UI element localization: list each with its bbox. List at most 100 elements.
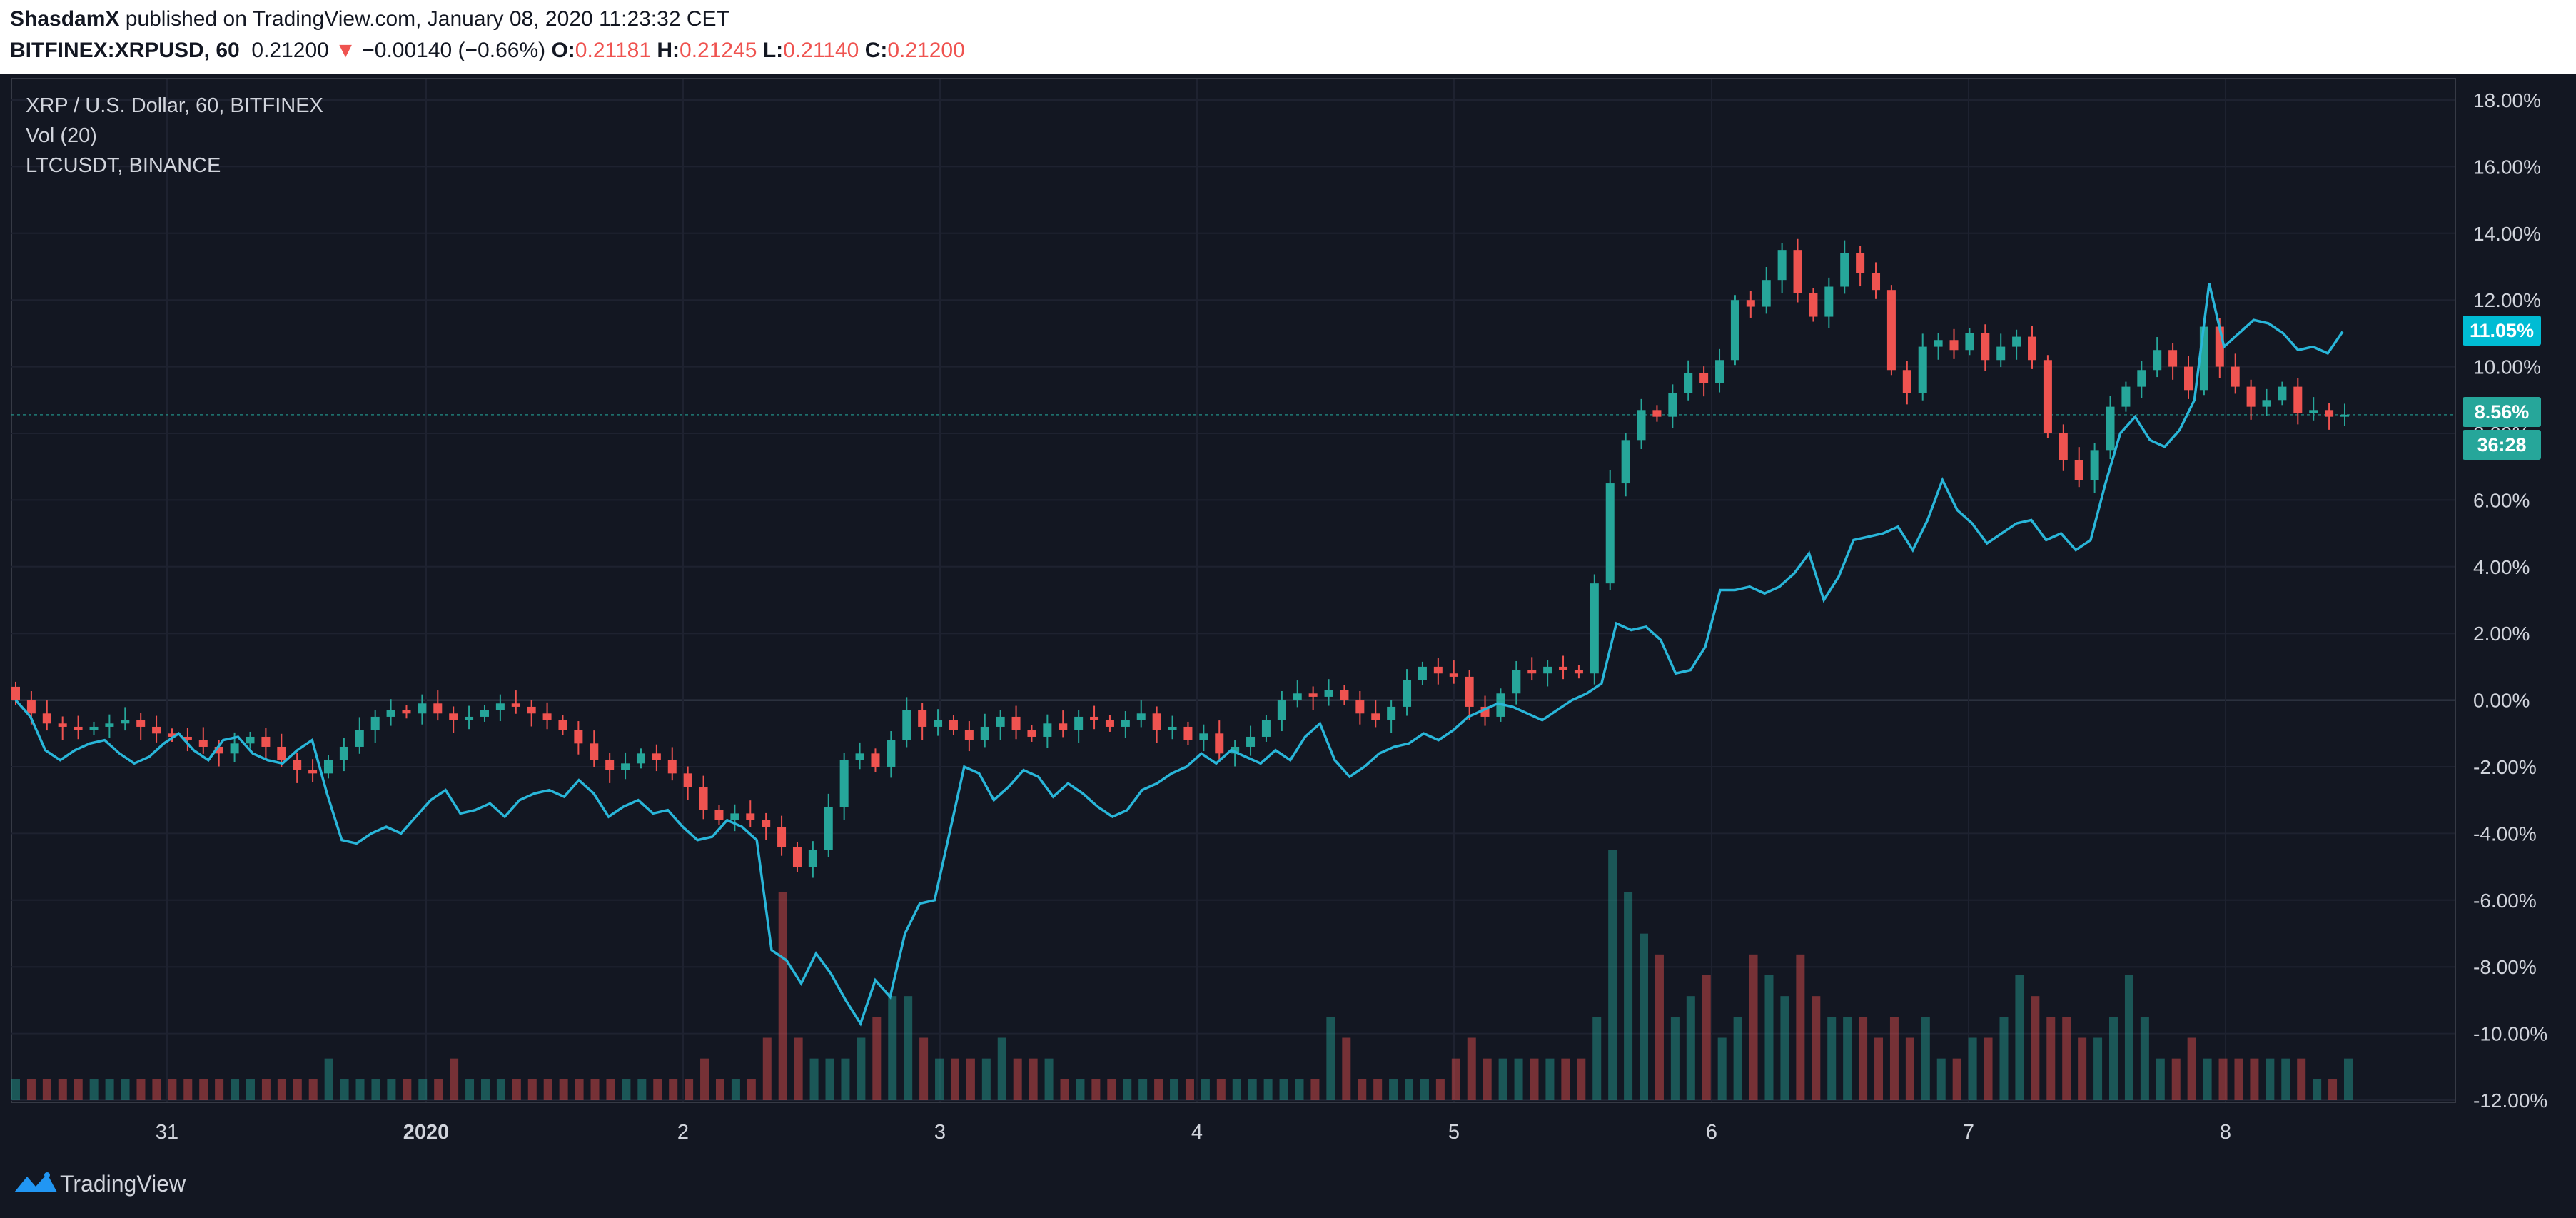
volume-bar bbox=[543, 1079, 552, 1100]
volume-bar bbox=[26, 1079, 36, 1100]
candle-body bbox=[105, 723, 114, 727]
candle-body bbox=[1730, 300, 1739, 361]
volume-bar bbox=[2171, 1058, 2181, 1100]
symbol-label[interactable]: BITFINEX:XRPUSD, 60 bbox=[10, 39, 240, 62]
candle-body bbox=[683, 773, 692, 787]
candle-body bbox=[2246, 386, 2256, 407]
candle-body bbox=[1918, 346, 1927, 393]
volume-bar bbox=[308, 1079, 318, 1100]
candle-body bbox=[1762, 280, 1771, 307]
volume-bar bbox=[324, 1058, 333, 1100]
author-name[interactable]: ShasdamX bbox=[10, 7, 120, 31]
candle-body bbox=[11, 686, 20, 700]
volume-bar bbox=[1232, 1079, 1241, 1100]
candle-body bbox=[964, 730, 974, 740]
y-tick-label: -10.00% bbox=[2473, 1023, 2547, 1045]
volume-bar bbox=[1295, 1079, 1304, 1100]
volume-bar bbox=[105, 1079, 114, 1100]
xrp-last-value-tag: 8.56% bbox=[2463, 397, 2541, 427]
volume-bar bbox=[1044, 1058, 1054, 1100]
volume-bar bbox=[2203, 1058, 2212, 1100]
volume-bar bbox=[653, 1079, 662, 1100]
candle-body bbox=[2262, 400, 2271, 407]
close-label: C: bbox=[864, 39, 888, 62]
candle-body bbox=[949, 720, 958, 730]
volume-bar bbox=[1968, 1037, 1977, 1100]
volume-bar bbox=[1420, 1079, 1429, 1100]
volume-bar bbox=[966, 1058, 975, 1100]
volume-bar bbox=[1999, 1017, 2009, 1100]
volume-bar bbox=[778, 892, 787, 1100]
candle-body bbox=[1777, 250, 1787, 281]
volume-bar bbox=[559, 1079, 568, 1100]
volume-bar bbox=[1545, 1058, 1555, 1100]
volume-bar bbox=[809, 1058, 819, 1100]
candle-body bbox=[558, 720, 567, 730]
candle-body bbox=[167, 733, 176, 737]
candle-body bbox=[1293, 693, 1302, 700]
high-value: 0.21245 bbox=[680, 39, 757, 62]
candle-body bbox=[934, 720, 943, 727]
tradingview-brand[interactable]: TradingView bbox=[60, 1171, 186, 1197]
down-arrow-icon: ▼ bbox=[335, 39, 356, 62]
candle-body bbox=[1355, 700, 1365, 714]
candle-body bbox=[2137, 370, 2146, 387]
volume-bar bbox=[1107, 1079, 1116, 1100]
close-value: 0.21200 bbox=[887, 39, 965, 62]
volume-bar bbox=[261, 1079, 271, 1100]
volume-bar bbox=[1592, 1017, 1602, 1100]
legend-volume[interactable]: Vol (20) bbox=[26, 124, 97, 147]
x-tick-label: 8 bbox=[2220, 1121, 2231, 1144]
volume-bar bbox=[794, 1037, 803, 1100]
volume-bar bbox=[1889, 1017, 1899, 1100]
candle-body bbox=[1183, 726, 1193, 740]
volume-bar bbox=[919, 1037, 929, 1100]
candle-body bbox=[2215, 326, 2224, 367]
tradingview-logo-icon[interactable] bbox=[10, 1171, 60, 1197]
candle-body bbox=[1324, 690, 1333, 697]
candle-body bbox=[2168, 350, 2178, 367]
legend-main-series[interactable]: XRP / U.S. Dollar, 60, BITFINEX bbox=[26, 94, 323, 117]
candle-body bbox=[1872, 273, 1881, 291]
volume-bar bbox=[1874, 1037, 1884, 1100]
candle-body bbox=[777, 827, 787, 847]
volume-bar bbox=[11, 1079, 20, 1100]
candle-body bbox=[887, 740, 896, 767]
volume-bar bbox=[2015, 975, 2024, 1100]
volume-bar bbox=[1216, 1079, 1226, 1100]
candle-body bbox=[1949, 340, 1959, 351]
volume-bar bbox=[762, 1037, 772, 1100]
volume-bar bbox=[1796, 954, 1805, 1100]
candle-body bbox=[293, 760, 302, 770]
volume-bar bbox=[1733, 1017, 1742, 1100]
candle-body bbox=[1621, 440, 1630, 484]
volume-bar bbox=[2109, 1017, 2118, 1100]
volume-bar bbox=[2218, 1058, 2228, 1100]
volume-bar bbox=[1921, 1017, 1930, 1100]
candle-body bbox=[1746, 300, 1755, 307]
ltc-last-value-tag: 11.05% bbox=[2463, 316, 2541, 346]
candle-body bbox=[980, 726, 989, 740]
volume-bar bbox=[1640, 933, 1649, 1100]
volume-bar bbox=[1780, 996, 1789, 1100]
legend-compare-series[interactable]: LTCUSDT, BINANCE bbox=[26, 154, 221, 177]
volume-bar bbox=[183, 1079, 193, 1100]
candle-body bbox=[1246, 736, 1256, 747]
candle-body bbox=[1418, 666, 1427, 680]
y-tick-label: 10.00% bbox=[2473, 356, 2541, 378]
volume-bar bbox=[58, 1079, 67, 1100]
x-tick-label: 4 bbox=[1191, 1121, 1203, 1144]
volume-bar bbox=[1608, 850, 1617, 1100]
candle-body bbox=[1121, 720, 1130, 727]
publish-header: ShasdamX published on TradingView.com, J… bbox=[0, 0, 2576, 74]
candle-body bbox=[918, 710, 927, 727]
volume-bar bbox=[340, 1079, 349, 1100]
candle-body bbox=[74, 726, 83, 730]
volume-bar bbox=[606, 1079, 615, 1100]
candle-body bbox=[152, 726, 161, 734]
open-value: 0.21181 bbox=[575, 39, 652, 62]
volume-bar bbox=[199, 1079, 208, 1100]
volume-bar bbox=[1373, 1079, 1383, 1100]
volume-bar bbox=[935, 1058, 944, 1100]
